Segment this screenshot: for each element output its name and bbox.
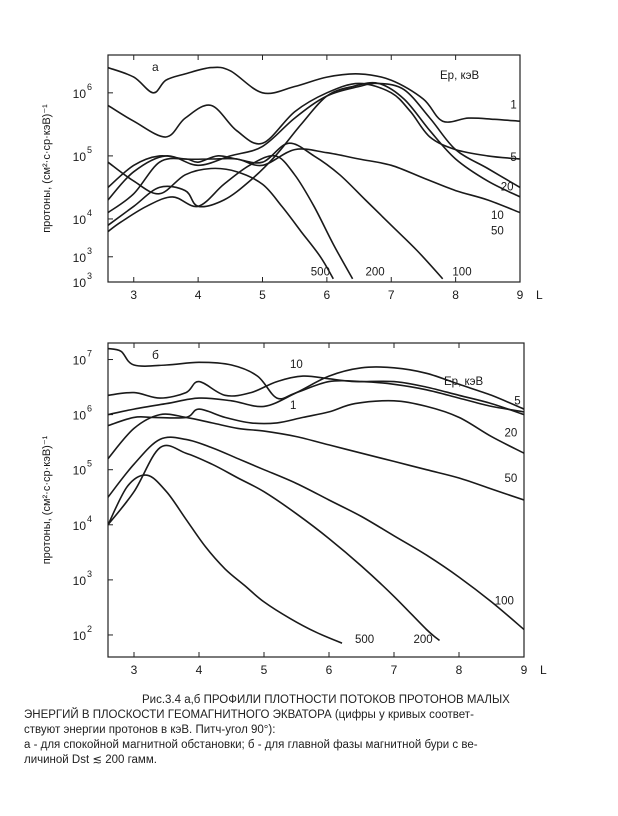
x-tick-label: 9 xyxy=(517,288,524,302)
curve-label-10: 10 xyxy=(491,210,504,222)
y-tick-exponent: 3 xyxy=(87,271,92,281)
curve-label-5: 5 xyxy=(510,152,516,164)
y-tick-exponent: 4 xyxy=(87,208,92,218)
series-line-10kev xyxy=(108,375,524,416)
panel-label: а xyxy=(152,60,159,74)
y-tick-exponent: 7 xyxy=(87,349,92,359)
x-tick-label: 3 xyxy=(130,288,137,302)
y-tick-label: 10 xyxy=(73,276,87,290)
plot-frame xyxy=(107,54,521,283)
curve-label-200: 200 xyxy=(414,634,433,646)
caption-line-3: ствуют энергии протонов в кэВ. Питч-угол… xyxy=(24,724,276,736)
plot-frame xyxy=(107,342,525,658)
series-line-200kev xyxy=(108,444,441,642)
series-line-5kev xyxy=(108,82,520,160)
series-line-10kev xyxy=(108,81,520,226)
figure-caption: Рис.3.4 а,б ПРОФИЛИ ПЛОТНОСТИ ПОТОКОВ ПР… xyxy=(24,693,602,768)
curve-label-500: 500 xyxy=(355,634,374,646)
y-tick-label: 10 xyxy=(73,464,87,478)
y-tick-exponent: 2 xyxy=(87,624,92,634)
series-line-500kev xyxy=(108,161,334,280)
y-tick-exponent: 6 xyxy=(87,82,92,92)
series-line-500kev xyxy=(108,474,343,644)
y-tick-label: 10 xyxy=(73,213,87,227)
x-tick-label: 4 xyxy=(196,663,203,677)
legend-title: Eр, кэВ xyxy=(440,70,479,82)
legend-title: Eр, кэВ xyxy=(444,376,483,388)
x-tick-label: 3 xyxy=(131,663,138,677)
x-axis-label: L xyxy=(536,288,543,302)
x-tick-label: 9 xyxy=(521,663,528,677)
y-axis-label: протоны, (см²·с·ср·кэВ)⁻¹ xyxy=(41,104,53,233)
y-tick-label: 10 xyxy=(73,150,87,164)
y-tick-label: 10 xyxy=(73,519,87,533)
caption-line-4: а - для спокойной магнитной обстановки; … xyxy=(24,739,478,751)
curve-label-500: 500 xyxy=(311,267,330,279)
y-tick-exponent: 3 xyxy=(87,569,92,579)
y-tick-label: 10 xyxy=(73,629,87,643)
y-axis-label: протоны, (см²·с·ср·кэВ)⁻¹ xyxy=(41,435,53,564)
curve-label-1: 1 xyxy=(290,400,296,412)
series-line-20kev xyxy=(108,399,524,454)
y-tick-exponent: 4 xyxy=(87,514,92,524)
curve-label-5: 5 xyxy=(514,396,520,408)
series-line-100kev xyxy=(108,436,524,631)
caption-line-2: ЭНЕРГИЙ В ПЛОСКОСТИ ГЕОМАГНИТНОГО ЭКВАТО… xyxy=(24,709,474,721)
x-tick-label: 4 xyxy=(195,288,202,302)
caption-line-5: личиной Dst ≲ 200 гамм. xyxy=(24,754,157,766)
series-line-1kev xyxy=(108,66,520,123)
x-tick-label: 8 xyxy=(456,663,463,677)
curve-label-100: 100 xyxy=(452,267,471,279)
series-line-50kev xyxy=(108,148,520,214)
x-tick-label: 7 xyxy=(391,663,398,677)
x-tick-label: 6 xyxy=(324,288,331,302)
y-tick-exponent: 5 xyxy=(87,459,92,469)
x-tick-label: 5 xyxy=(261,663,268,677)
y-tick-label: 10 xyxy=(73,409,87,423)
y-tick-label: 10 xyxy=(73,87,87,101)
caption-line-1: Рис.3.4 а,б ПРОФИЛИ ПЛОТНОСТИ ПОТОКОВ ПР… xyxy=(142,694,510,706)
curve-label-50: 50 xyxy=(491,226,504,238)
curve-label-20: 20 xyxy=(505,428,518,440)
series-line-100kev xyxy=(108,142,444,280)
y-tick-label: 10 xyxy=(73,574,87,588)
series-line-5kev xyxy=(108,366,524,416)
y-tick-label: 10 xyxy=(73,354,87,368)
x-tick-label: 7 xyxy=(388,288,395,302)
x-axis-label: L xyxy=(540,663,547,677)
curve-label-20: 20 xyxy=(501,182,514,194)
x-tick-label: 5 xyxy=(259,288,266,302)
curve-label-10: 10 xyxy=(290,359,303,371)
x-tick-label: 6 xyxy=(326,663,333,677)
series-line-200kev xyxy=(108,154,354,280)
series-line-50kev xyxy=(108,413,524,501)
curve-label-200: 200 xyxy=(366,267,385,279)
x-tick-label: 8 xyxy=(452,288,459,302)
y-tick-exponent: 5 xyxy=(87,145,92,155)
curve-label-50: 50 xyxy=(505,473,518,485)
y-tick-exponent: 3 xyxy=(87,246,92,256)
curve-label-100: 100 xyxy=(495,596,514,608)
y-tick-label: 10 xyxy=(73,251,87,265)
y-tick-exponent: 6 xyxy=(87,404,92,414)
series-line-20kev xyxy=(108,82,520,201)
curve-label-1: 1 xyxy=(510,100,516,112)
panel-label: б xyxy=(152,348,159,362)
